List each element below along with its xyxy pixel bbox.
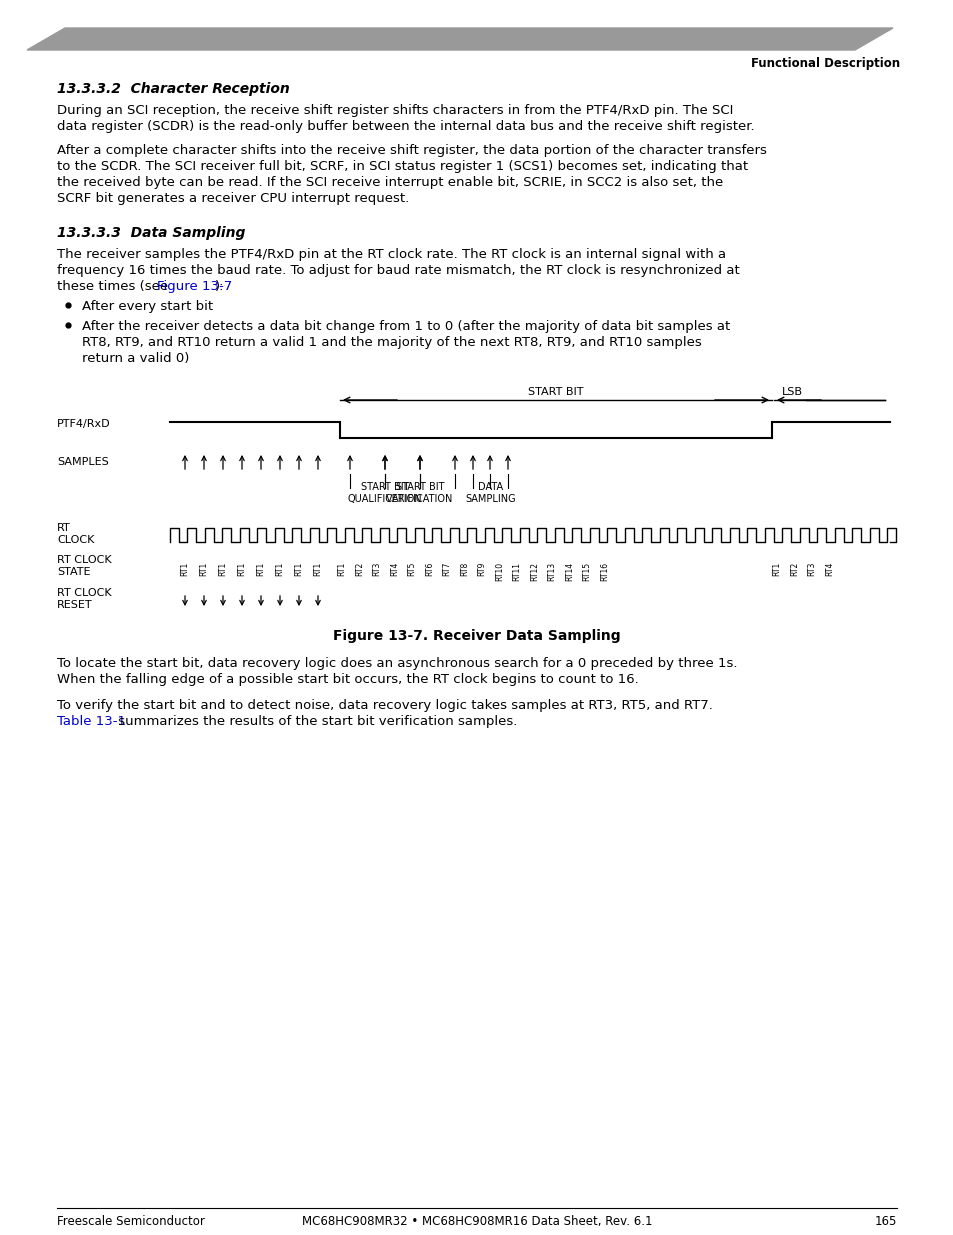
- Text: START BIT
QUALIFICATION: START BIT QUALIFICATION: [347, 482, 422, 504]
- Text: RT16: RT16: [599, 562, 608, 582]
- Text: RT1: RT1: [275, 562, 284, 577]
- Text: 165: 165: [874, 1215, 896, 1228]
- Text: RT3: RT3: [806, 562, 816, 577]
- Text: to the SCDR. The SCI receiver full bit, SCRF, in SCI status register 1 (SCS1) be: to the SCDR. The SCI receiver full bit, …: [57, 161, 747, 173]
- Text: LSB: LSB: [781, 387, 802, 396]
- Text: 13.3.3.3  Data Sampling: 13.3.3.3 Data Sampling: [57, 226, 245, 240]
- Text: Table 13-1: Table 13-1: [57, 715, 126, 727]
- Text: RT CLOCK
STATE: RT CLOCK STATE: [57, 556, 112, 577]
- Text: The receiver samples the PTF4/RxD pin at the RT clock rate. The RT clock is an i: The receiver samples the PTF4/RxD pin at…: [57, 248, 725, 261]
- Text: RT9: RT9: [477, 562, 486, 577]
- Text: RT5: RT5: [407, 562, 416, 577]
- Text: Figure 13-7: Figure 13-7: [157, 280, 232, 293]
- Text: RT12: RT12: [530, 562, 538, 580]
- Text: To verify the start bit and to detect noise, data recovery logic takes samples a: To verify the start bit and to detect no…: [57, 699, 712, 713]
- Text: summarizes the results of the start bit verification samples.: summarizes the results of the start bit …: [113, 715, 517, 727]
- Text: RT1: RT1: [256, 562, 265, 577]
- Text: RT1: RT1: [314, 562, 322, 577]
- Text: RT1: RT1: [294, 562, 303, 577]
- Text: RT2: RT2: [789, 562, 799, 577]
- Text: RT1: RT1: [337, 562, 346, 577]
- Text: When the falling edge of a possible start bit occurs, the RT clock begins to cou: When the falling edge of a possible star…: [57, 673, 639, 685]
- Text: SAMPLES: SAMPLES: [57, 457, 109, 467]
- Polygon shape: [27, 28, 892, 49]
- Text: RT4: RT4: [824, 562, 833, 577]
- Text: MC68HC908MR32 • MC68HC908MR16 Data Sheet, Rev. 6.1: MC68HC908MR32 • MC68HC908MR16 Data Sheet…: [301, 1215, 652, 1228]
- Text: ):: ):: [214, 280, 224, 293]
- Text: RT1: RT1: [199, 562, 209, 577]
- Text: RT6: RT6: [424, 562, 434, 577]
- Text: RT3: RT3: [372, 562, 381, 577]
- Text: RT CLOCK
RESET: RT CLOCK RESET: [57, 588, 112, 610]
- Text: RT13: RT13: [547, 562, 556, 582]
- Text: RT1: RT1: [237, 562, 246, 577]
- Text: RT11: RT11: [512, 562, 521, 580]
- Text: RT7: RT7: [442, 562, 451, 577]
- Text: these times (see: these times (see: [57, 280, 172, 293]
- Text: RT8, RT9, and RT10 return a valid 1 and the majority of the next RT8, RT9, and R: RT8, RT9, and RT10 return a valid 1 and …: [82, 336, 701, 350]
- Text: the received byte can be read. If the SCI receive interrupt enable bit, SCRIE, i: the received byte can be read. If the SC…: [57, 177, 722, 189]
- Text: START BIT
VERIFICATION: START BIT VERIFICATION: [386, 482, 454, 504]
- Text: Functional Description: Functional Description: [750, 57, 899, 70]
- Text: return a valid 0): return a valid 0): [82, 352, 190, 366]
- Text: 13.3.3.2  Character Reception: 13.3.3.2 Character Reception: [57, 82, 290, 96]
- Text: PTF4/RxD: PTF4/RxD: [57, 419, 111, 429]
- Text: SCRF bit generates a receiver CPU interrupt request.: SCRF bit generates a receiver CPU interr…: [57, 191, 409, 205]
- Text: DATA
SAMPLING: DATA SAMPLING: [465, 482, 516, 504]
- Text: RT
CLOCK: RT CLOCK: [57, 524, 94, 545]
- Text: To locate the start bit, data recovery logic does an asynchronous search for a 0: To locate the start bit, data recovery l…: [57, 657, 737, 671]
- Text: RT14: RT14: [564, 562, 574, 582]
- Text: After a complete character shifts into the receive shift register, the data port: After a complete character shifts into t…: [57, 144, 766, 157]
- Text: RT4: RT4: [390, 562, 398, 577]
- Text: RT2: RT2: [355, 562, 364, 577]
- Text: frequency 16 times the baud rate. To adjust for baud rate mismatch, the RT clock: frequency 16 times the baud rate. To adj…: [57, 264, 739, 277]
- Text: Freescale Semiconductor: Freescale Semiconductor: [57, 1215, 205, 1228]
- Text: After the receiver detects a data bit change from 1 to 0 (after the majority of : After the receiver detects a data bit ch…: [82, 320, 729, 333]
- Text: data register (SCDR) is the read-only buffer between the internal data bus and t: data register (SCDR) is the read-only bu…: [57, 120, 754, 133]
- Text: Figure 13-7. Receiver Data Sampling: Figure 13-7. Receiver Data Sampling: [333, 629, 620, 643]
- Text: RT10: RT10: [495, 562, 503, 582]
- Text: RT1: RT1: [772, 562, 781, 577]
- Text: RT8: RT8: [459, 562, 469, 577]
- Text: After every start bit: After every start bit: [82, 300, 213, 312]
- Text: RT1: RT1: [218, 562, 227, 577]
- Text: RT1: RT1: [180, 562, 190, 577]
- Text: RT15: RT15: [582, 562, 591, 582]
- Text: START BIT: START BIT: [528, 387, 583, 396]
- Text: During an SCI reception, the receive shift register shifts characters in from th: During an SCI reception, the receive shi…: [57, 104, 733, 117]
